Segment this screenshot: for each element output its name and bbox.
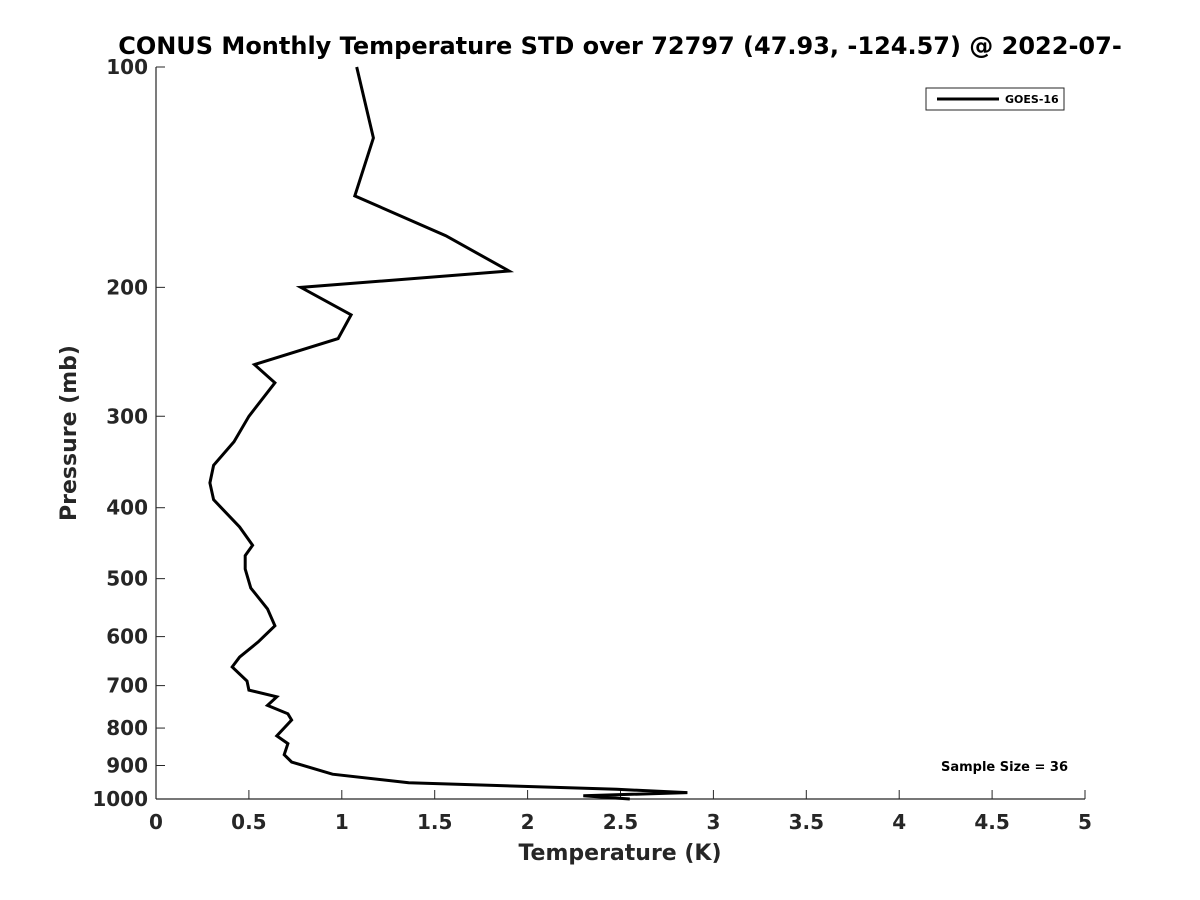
y-tick-label: 400 bbox=[106, 496, 148, 520]
plot-area bbox=[156, 67, 1085, 799]
x-tick-label: 2 bbox=[521, 810, 535, 834]
series-layer bbox=[208, 66, 688, 801]
x-axis-label: Temperature (K) bbox=[518, 841, 721, 866]
y-tick-label: 900 bbox=[106, 754, 148, 778]
y-tick-label: 100 bbox=[106, 55, 148, 79]
y-tick-label: 600 bbox=[106, 625, 148, 649]
y-tick-label: 1000 bbox=[92, 787, 148, 811]
x-tick-label: 1.5 bbox=[417, 810, 452, 834]
y-axis-ticks: 100 200 300 400 500 600 700 800 900 1000 bbox=[92, 55, 165, 811]
chart-title: CONUS Monthly Temperature STD over 72797… bbox=[118, 32, 1122, 60]
y-tick-label: 500 bbox=[106, 567, 148, 591]
y-axis-label: Pressure (mb) bbox=[57, 345, 82, 521]
x-tick-label: 2.5 bbox=[603, 810, 638, 834]
y-tick-label: 300 bbox=[106, 404, 148, 428]
x-tick-label: 4 bbox=[892, 810, 906, 834]
sample-size-annotation: Sample Size = 36 bbox=[941, 760, 1068, 775]
x-tick-label: 3 bbox=[706, 810, 720, 834]
x-tick-label: 4.5 bbox=[974, 810, 1009, 834]
y-tick-label: 800 bbox=[106, 716, 148, 740]
legend: GOES-16 bbox=[925, 87, 1065, 111]
x-tick-label: 0.5 bbox=[231, 810, 266, 834]
legend-label-goes-16: GOES-16 bbox=[1005, 93, 1059, 106]
x-tick-label: 5 bbox=[1078, 810, 1092, 834]
x-tick-label: 1 bbox=[335, 810, 349, 834]
y-tick-label: 700 bbox=[106, 674, 148, 698]
y-tick-label: 200 bbox=[106, 275, 148, 299]
x-axis-ticks: 0 0.5 1 1.5 2 2.5 3 3.5 4 4.5 5 bbox=[149, 790, 1092, 834]
x-tick-label: 0 bbox=[149, 810, 163, 834]
series-line-goes-16 bbox=[208, 66, 688, 801]
x-tick-label: 3.5 bbox=[789, 810, 824, 834]
